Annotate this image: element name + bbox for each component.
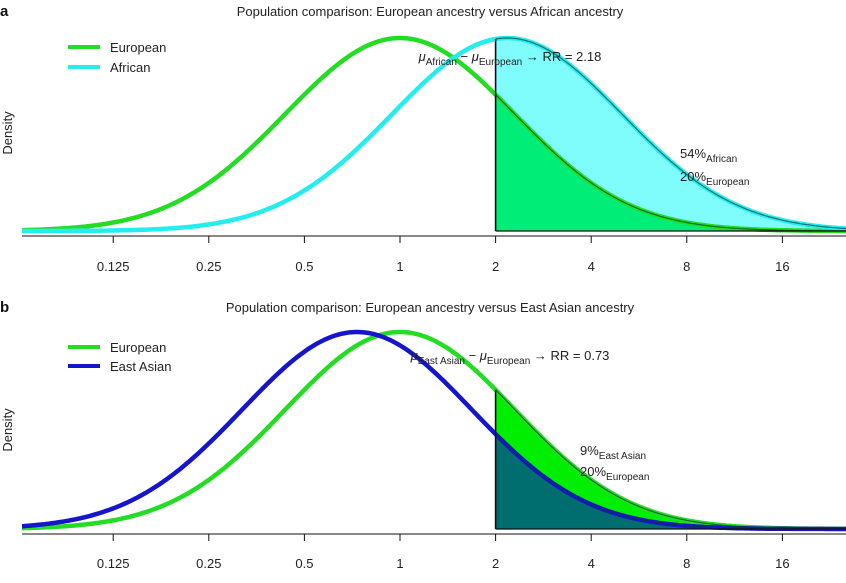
tail-percent-label: 20%European	[580, 464, 649, 483]
rr-annotation: μAfrican − μEuropean → RR = 2.18	[418, 49, 602, 68]
x-tick-label: 2	[492, 259, 499, 274]
x-tick-label: 16	[775, 556, 789, 571]
chart-title: Population comparison: European ancestry…	[237, 4, 624, 19]
x-tick-label: 0.5	[295, 556, 313, 571]
x-tick-label: 0.25	[196, 259, 221, 274]
x-tick-label: 1	[396, 556, 403, 571]
legend-entry: European	[110, 340, 166, 355]
tail-area-european	[495, 94, 846, 231]
panel-a: a Population comparison: European ancestr…	[0, 3, 846, 274]
y-axis-label: Density	[0, 111, 15, 155]
x-tick-label: 4	[588, 556, 595, 571]
panel-letter: a	[0, 3, 9, 20]
x-tick-label: 4	[588, 259, 595, 274]
tail-outline-european	[495, 94, 846, 232]
x-tick-label: 0.5	[295, 259, 313, 274]
y-axis-label: Density	[0, 408, 15, 452]
x-tick-label: 0.125	[97, 259, 130, 274]
chart-title: Population comparison: European ancestry…	[226, 300, 635, 315]
tail-percent-label: 54%African	[680, 146, 737, 165]
x-tick-label: 0.125	[97, 556, 130, 571]
panel-b: b Population comparison: European ancestr…	[0, 299, 846, 571]
legend-entry: African	[110, 60, 150, 75]
tail-percent-label: 9%East Asian	[580, 443, 646, 462]
x-tick-label: 16	[775, 259, 789, 274]
tail-area-east-asian	[495, 434, 846, 529]
x-tick-label: 2	[492, 556, 499, 571]
legend-entry: East Asian	[110, 359, 171, 374]
x-tick-label: 0.25	[196, 556, 221, 571]
tail-area-european	[495, 389, 846, 529]
rr-annotation: μEast Asian − μEuropean → RR = 0.73	[410, 348, 610, 367]
tail-percent-label: 20%European	[680, 169, 749, 188]
panel-letter: b	[0, 299, 9, 316]
legend-entry: European	[110, 40, 166, 55]
x-tick-label: 1	[396, 259, 403, 274]
x-tick-label: 8	[683, 556, 690, 571]
x-tick-label: 8	[683, 259, 690, 274]
tail-outline-african	[495, 37, 846, 230]
